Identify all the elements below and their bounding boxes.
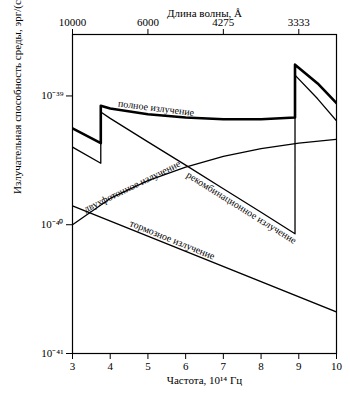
- svg-text:3: 3: [70, 360, 76, 372]
- svg-text:Излучательная способность сред: Излучательная способность среды, эрг/(см…: [11, 0, 24, 194]
- svg-text:рекомбинационное излучение: рекомбинационное излучение: [185, 169, 299, 246]
- svg-text:7: 7: [221, 360, 227, 372]
- svg-text:полное излучение: полное излучение: [118, 98, 196, 118]
- svg-text:4275: 4275: [212, 15, 235, 28]
- svg-text:двухфотонное излучение: двухфотонное излучение: [82, 158, 183, 215]
- svg-text:8: 8: [258, 360, 264, 372]
- svg-text:10⁻³⁹: 10⁻³⁹: [41, 89, 63, 101]
- svg-text:5: 5: [145, 360, 151, 372]
- svg-text:Длина волны, Å: Длина волны, Å: [167, 7, 242, 19]
- svg-text:3333: 3333: [288, 16, 311, 28]
- svg-text:Частота, 10¹⁴ Гц: Частота, 10¹⁴ Гц: [167, 374, 242, 386]
- svg-text:тормозное излучение: тормозное излучение: [128, 217, 217, 261]
- svg-text:6: 6: [183, 360, 189, 372]
- svg-text:9: 9: [296, 360, 302, 372]
- svg-text:10⁻⁴¹: 10⁻⁴¹: [41, 347, 63, 359]
- svg-text:10: 10: [331, 360, 343, 372]
- svg-text:10⁻⁴⁰: 10⁻⁴⁰: [41, 218, 64, 230]
- svg-text:10000: 10000: [59, 16, 87, 28]
- svg-text:6000: 6000: [137, 16, 160, 28]
- svg-text:4: 4: [107, 360, 113, 372]
